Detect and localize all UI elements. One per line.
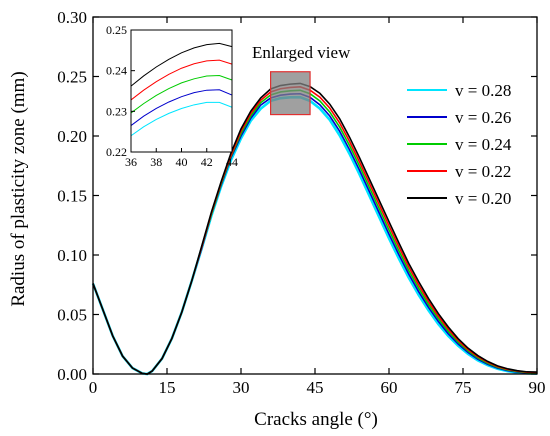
inset-y-tick-label: 0.25: [106, 23, 127, 37]
inset-x-tick-label: 38: [150, 155, 162, 169]
legend-label: v = 0.24: [455, 135, 512, 154]
enlarged-region-box: [270, 71, 311, 116]
x-tick-label: 30: [233, 378, 250, 397]
y-tick-label: 0.25: [57, 68, 87, 87]
x-tick-label: 75: [455, 378, 472, 397]
enlarged-view-label: Enlarged view: [252, 43, 351, 62]
inset-x-tick-label: 42: [201, 155, 213, 169]
main-plot: Enlarged view 0 15 30 45 60 75 90 0.00 0.05 0.10…: [8, 8, 546, 430]
y-tick-label: 0.05: [57, 306, 87, 325]
inset-x-axis-ticks: 36 38 40 42 44: [125, 148, 238, 169]
legend-label: v = 0.26: [455, 108, 511, 127]
inset-series-line-1: [130, 89, 233, 126]
x-axis-title: Cracks angle (°): [254, 409, 378, 430]
inset-curves: [130, 42, 233, 137]
inset-y-tick-label: 0.24: [106, 64, 127, 78]
inset-background: [131, 30, 232, 152]
y-tick-label: 0.30: [57, 8, 87, 27]
y-tick-label: 0.10: [57, 246, 87, 265]
inset-x-tick-label: 44: [226, 155, 238, 169]
inset-y-tick-label: 0.22: [106, 145, 127, 159]
y-tick-label: 0.20: [57, 127, 87, 146]
x-tick-label: 45: [307, 378, 324, 397]
y-axis-ticks: 0.00 0.05 0.10 0.15 0.20 0.25 0.30: [57, 8, 537, 384]
legend: v = 0.28 v = 0.26 v = 0.24 v = 0.22 v = 0.20: [407, 81, 512, 208]
inset-x-tick-label: 40: [176, 155, 188, 169]
legend-label: v = 0.22: [455, 162, 511, 181]
legend-label: v = 0.20: [455, 189, 511, 208]
y-axis-title: Radius of plasticity zone (mm): [8, 71, 29, 306]
y-tick-label: 0.00: [57, 365, 87, 384]
inset-series-line-0: [130, 101, 233, 137]
inset-y-tick-label: 0.23: [106, 104, 127, 118]
x-tick-label: 0: [89, 378, 98, 397]
x-tick-label: 90: [529, 378, 546, 397]
legend-label: v = 0.28: [455, 81, 511, 100]
x-tick-label: 15: [159, 378, 176, 397]
inset-y-axis-ticks: 0.22 0.23 0.24 0.25: [106, 23, 135, 159]
inset-series-line-2: [130, 75, 233, 114]
x-axis-ticks: 0 15 30 45 60 75 90: [89, 17, 546, 397]
inset-plot: 36 38 40 42 44 0.22 0.23 0.24 0.25: [106, 23, 238, 169]
x-tick-label: 60: [381, 378, 398, 397]
inset-series-line-3: [130, 59, 233, 101]
inset-series-line-4: [130, 42, 233, 87]
inset-x-tick-label: 36: [125, 155, 137, 169]
y-tick-label: 0.15: [57, 187, 87, 206]
